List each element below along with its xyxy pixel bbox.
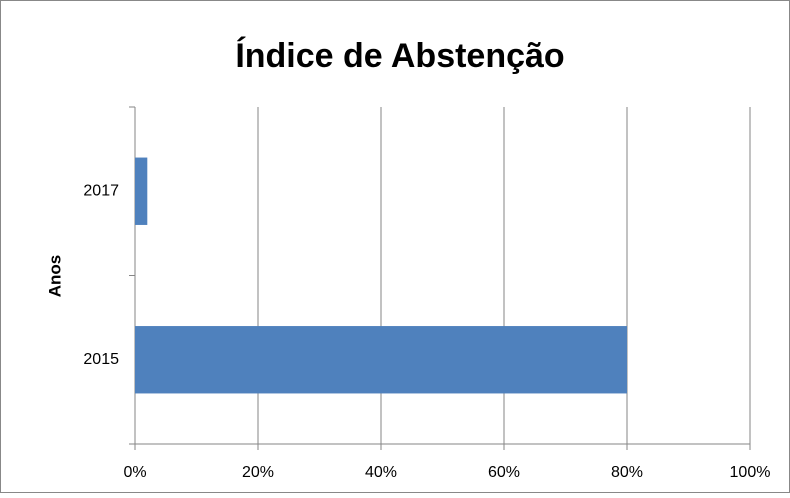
chart-title: Índice de Abstenção	[235, 37, 564, 75]
x-tick-label: 40%	[365, 464, 397, 481]
y-axis-label: Anos	[45, 255, 64, 298]
bar	[135, 157, 148, 225]
y-tick-label: 2017	[83, 182, 119, 199]
x-tick-label: 100%	[730, 464, 771, 481]
x-tick-label: 60%	[488, 464, 520, 481]
y-tick-label: 2015	[83, 351, 119, 368]
bar	[135, 326, 627, 394]
x-tick-label: 0%	[123, 464, 146, 481]
x-tick-label: 80%	[611, 464, 643, 481]
x-tick-label: 20%	[242, 464, 274, 481]
